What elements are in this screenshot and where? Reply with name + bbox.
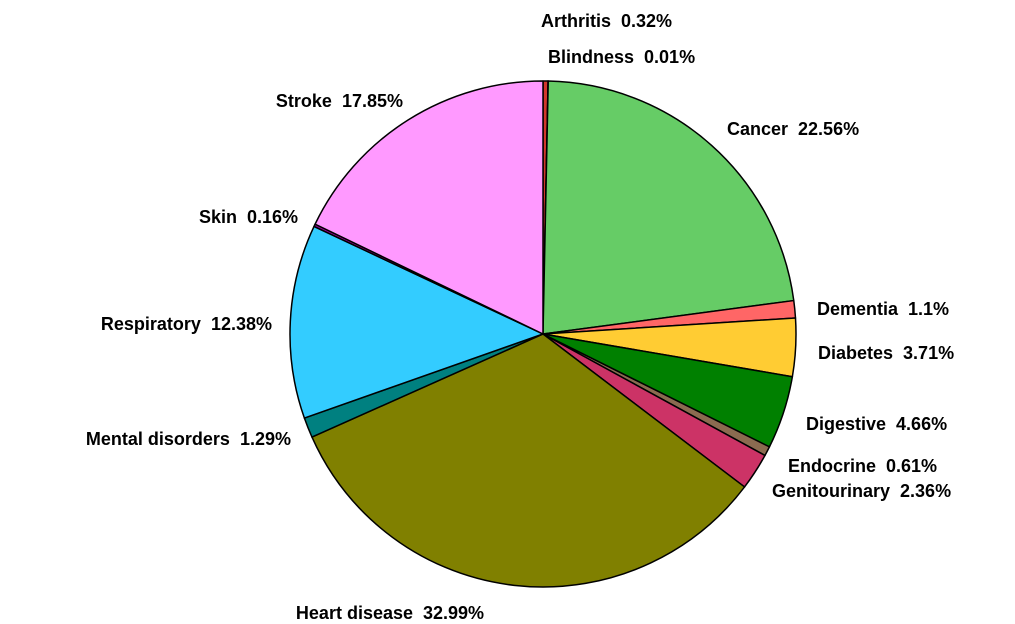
slice-label: Digestive 4.66% xyxy=(806,414,947,434)
slice-name: Blindness xyxy=(548,47,634,67)
slice-value: 32.99% xyxy=(423,603,484,623)
pie-slice xyxy=(542,80,795,335)
slice-value: 0.01% xyxy=(644,47,695,67)
slice-label: Stroke 17.85% xyxy=(276,91,403,111)
slice-name: Arthritis xyxy=(541,11,611,31)
slice-value: 17.85% xyxy=(342,91,403,111)
slice-label: Arthritis 0.32% xyxy=(541,11,672,31)
slice-value: 2.36% xyxy=(900,481,951,501)
slice-value: 0.32% xyxy=(621,11,672,31)
slice-label: Cancer 22.56% xyxy=(727,119,859,139)
slice-label: Heart disease 32.99% xyxy=(296,603,484,623)
slice-name: Cancer xyxy=(727,119,788,139)
slice-label: Endocrine 0.61% xyxy=(788,456,937,476)
slice-value: 0.16% xyxy=(247,207,298,227)
slice-name: Endocrine xyxy=(788,456,876,476)
slice-value: 4.66% xyxy=(896,414,947,434)
slice-label: Genitourinary 2.36% xyxy=(772,481,951,501)
slice-label: Mental disorders 1.29% xyxy=(86,429,291,449)
slice-label: Respiratory 12.38% xyxy=(101,314,272,334)
slice-value: 1.29% xyxy=(240,429,291,449)
slice-value: 12.38% xyxy=(211,314,272,334)
slice-value: 1.1% xyxy=(908,299,949,319)
slice-name: Digestive xyxy=(806,414,886,434)
slice-value: 0.61% xyxy=(886,456,937,476)
slice-name: Dementia xyxy=(817,299,899,319)
pie-slice xyxy=(314,80,544,335)
slice-label: Dementia 1.1% xyxy=(817,299,949,319)
slice-name: Diabetes xyxy=(818,343,893,363)
pie-slice xyxy=(289,225,544,419)
slice-label: Blindness 0.01% xyxy=(548,47,695,67)
slice-label: Diabetes 3.71% xyxy=(818,343,954,363)
slice-name: Genitourinary xyxy=(772,481,890,501)
slice-label: Skin 0.16% xyxy=(199,207,298,227)
slice-name: Mental disorders xyxy=(86,429,230,449)
slice-name: Heart disease xyxy=(296,603,413,623)
slice-value: 22.56% xyxy=(798,119,859,139)
slice-name: Skin xyxy=(199,207,237,227)
slice-name: Stroke xyxy=(276,91,332,111)
slice-value: 3.71% xyxy=(903,343,954,363)
pie-slice xyxy=(311,333,746,588)
slice-name: Respiratory xyxy=(101,314,201,334)
